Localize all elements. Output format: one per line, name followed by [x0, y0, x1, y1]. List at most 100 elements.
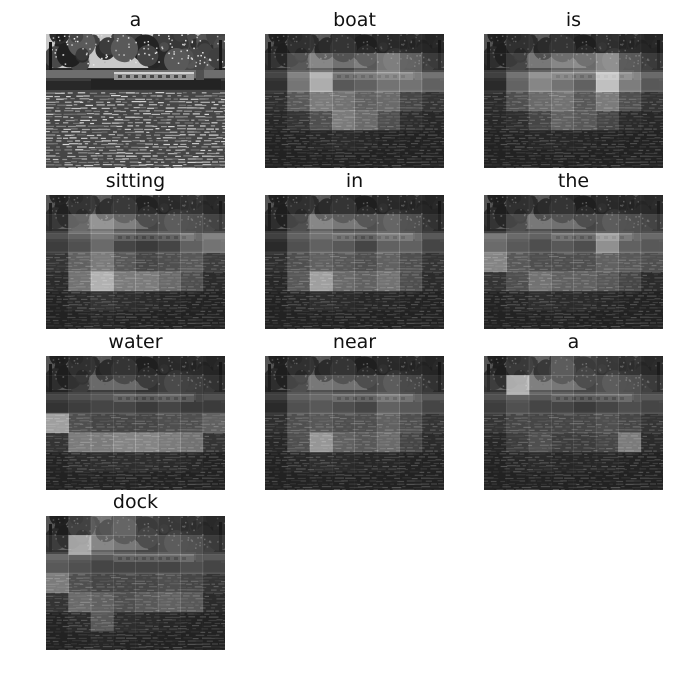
attention-cell [421, 53, 444, 73]
attention-cell [113, 195, 137, 215]
attention-cell [595, 271, 619, 292]
attention-cell [309, 195, 333, 215]
attention-cell [528, 451, 552, 472]
attention-cell [46, 394, 69, 414]
attention-cell [90, 252, 114, 273]
attention-cell [354, 356, 378, 376]
attention-cell [399, 214, 423, 234]
panel-image [265, 356, 444, 490]
attention-cell [46, 233, 69, 253]
attention-cell [573, 394, 597, 414]
attention-cell [135, 470, 159, 490]
attention-cell [68, 554, 92, 574]
attention-cell [68, 413, 92, 434]
attention-cell [90, 413, 114, 434]
attention-cell [506, 252, 530, 273]
attention-cell [641, 130, 663, 150]
attention-cell [68, 573, 92, 594]
attention-cell [528, 290, 552, 311]
attention-cell [309, 470, 333, 490]
attention-cell [618, 290, 642, 311]
attention-cell [506, 394, 530, 414]
attention-cell [595, 214, 619, 234]
attention-cell [287, 451, 311, 472]
attention-cell [287, 252, 311, 273]
attention-cell [135, 611, 159, 632]
attention-cell [68, 214, 92, 234]
attention-cell [618, 375, 642, 395]
attention-cell [332, 356, 356, 376]
attention-cell [113, 470, 137, 490]
attention-cell [484, 53, 507, 73]
attention-cell [113, 413, 137, 434]
attention-cell [113, 356, 137, 376]
attention-cell [573, 72, 597, 92]
attention-cell [90, 516, 114, 536]
attention-cell [484, 149, 507, 168]
attention-cell [354, 195, 378, 215]
attention-cell [332, 129, 356, 150]
attention-cell [528, 309, 552, 329]
attention-cell [506, 451, 530, 472]
attention-cell [422, 310, 444, 329]
attention-cell [135, 375, 159, 395]
attention-cell [618, 432, 642, 453]
attention-cell [641, 291, 663, 311]
attention-cell [595, 91, 619, 112]
attention-cell [113, 592, 137, 613]
attention-cell [573, 34, 597, 54]
attention-cell [90, 611, 114, 632]
attention-cell [68, 630, 92, 650]
attention-cell [68, 535, 92, 555]
attention-cell [68, 290, 92, 311]
attention-cell [180, 195, 204, 215]
attention-cell [202, 394, 225, 414]
attention-cell [640, 394, 663, 414]
attention-cell [506, 471, 529, 490]
attention-cell [265, 471, 288, 490]
attention-cell [595, 413, 619, 434]
attention-cell [421, 394, 444, 414]
attention-cell [399, 394, 423, 414]
attention-cell [46, 271, 69, 292]
attention-cell [484, 413, 507, 434]
attention-cell [528, 375, 552, 395]
attention-cell [203, 631, 225, 650]
attention-cell [287, 214, 311, 234]
attention-cell [484, 432, 507, 453]
attention-cell [113, 451, 137, 472]
panel-word: the [557, 170, 590, 192]
attention-cell [135, 535, 159, 555]
attention-cell [287, 394, 311, 414]
attention-cell [551, 72, 575, 92]
attention-cell [180, 394, 204, 414]
attention-cell [309, 375, 333, 395]
attention-cell [309, 110, 333, 131]
attention-cell [618, 214, 642, 234]
attention-cell [265, 195, 288, 215]
attention-cell [551, 233, 575, 253]
attention-map [46, 195, 225, 329]
attention-cell [618, 310, 641, 329]
attention-cell [574, 310, 597, 329]
attention-cell [113, 611, 137, 632]
attention-cell [484, 34, 507, 54]
attention-cell [287, 413, 311, 434]
attention-cell [68, 252, 92, 273]
attention-cell [596, 471, 619, 490]
attention-cell [287, 375, 311, 395]
attention-cell [157, 535, 181, 555]
attention-cell [618, 91, 642, 112]
attention-cell [640, 375, 663, 395]
attention-cell [618, 233, 642, 253]
attention-cell [113, 432, 137, 453]
attention-cell [113, 516, 137, 536]
attention-cell [354, 252, 378, 273]
attention-cell [484, 375, 507, 395]
attention-cell [506, 53, 530, 73]
attention-cell [355, 310, 378, 329]
attention-cell [180, 432, 204, 453]
attention-cell [399, 432, 423, 453]
attention-cell [265, 413, 288, 434]
attention-cell [528, 470, 552, 490]
